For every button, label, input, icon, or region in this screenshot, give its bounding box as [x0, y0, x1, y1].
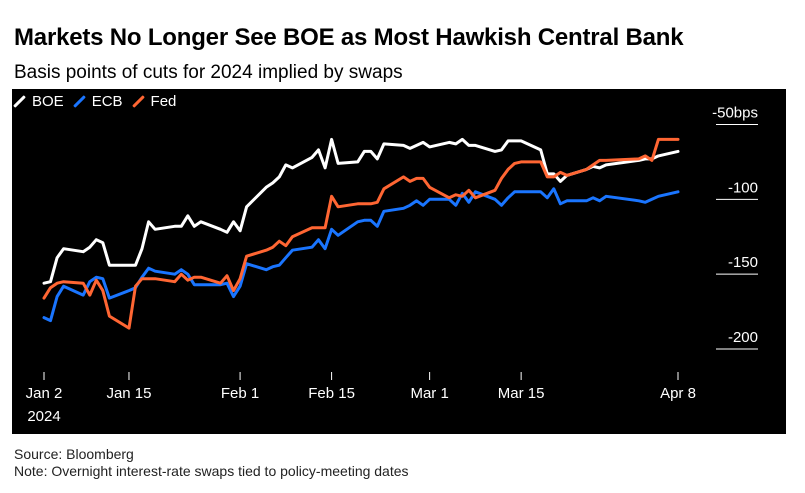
- line-chart: Jan 2 Jan 15 Feb 1 Feb 15 Mar 1 Mar 15 Apr 8 20…: [26, 104, 758, 425]
- legend-item-ecb: ECB: [72, 93, 123, 110]
- x-axis-year-label: 2024: [27, 408, 60, 425]
- legend-swatch: [131, 94, 145, 108]
- series-line-boe: [42, 137, 680, 285]
- x-tick-label: Feb 1: [221, 385, 259, 402]
- legend-swatch: [13, 94, 26, 108]
- legend-label: ECB: [91, 92, 123, 110]
- chart-subtitle: Basis points of cuts for 2024 implied by…: [14, 62, 403, 83]
- x-tick-label: Jan 15: [106, 385, 151, 402]
- series-line-fed: [42, 137, 680, 330]
- x-tick-label: Feb 15: [308, 385, 355, 402]
- source-note: Source: Bloomberg: [14, 446, 134, 462]
- chart-legend: BOE ECB Fed: [12, 89, 184, 113]
- y-tick-label: -150: [728, 254, 758, 271]
- legend-item-fed: Fed: [131, 92, 177, 110]
- legend-item-boe: BOE: [12, 93, 64, 110]
- y-tick-label: -100: [728, 179, 758, 196]
- chart-panel: Jan 2 Jan 15 Feb 1 Feb 15 Mar 1 Mar 15 Apr 8 20…: [12, 89, 786, 434]
- legend-swatch: [72, 94, 86, 108]
- x-tick-label: Mar 1: [410, 385, 448, 402]
- x-tick-label: Jan 2: [26, 385, 63, 402]
- x-tick-label: Apr 8: [660, 385, 696, 402]
- y-tick-label: -50bps: [712, 104, 758, 121]
- x-tick-label: Mar 15: [498, 385, 545, 402]
- legend-label: Fed: [150, 92, 177, 110]
- series-line-ecb: [42, 187, 680, 323]
- chart-title: Markets No Longer See BOE as Most Hawkis…: [14, 24, 684, 51]
- footnote: Note: Overnight interest-rate swaps tied…: [14, 463, 409, 479]
- y-tick-label: -200: [728, 329, 758, 346]
- legend-label: BOE: [32, 92, 64, 110]
